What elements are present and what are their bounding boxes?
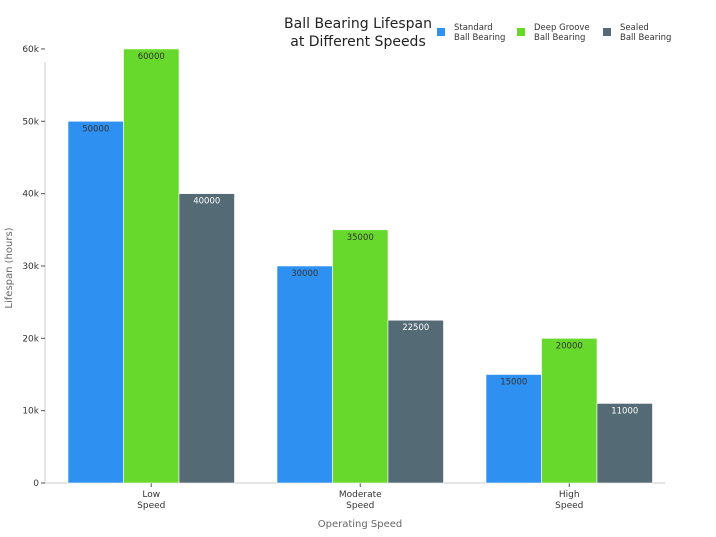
y-tick-label: 10k [22, 407, 39, 417]
bar [387, 319, 444, 484]
legend-label: Ball Bearing [454, 33, 505, 43]
x-tick-label: Speed [346, 501, 374, 511]
x-tick-label: Speed [137, 501, 165, 511]
bar-value-label: 15000 [500, 377, 527, 387]
bar [596, 403, 653, 484]
bars [67, 48, 653, 484]
bar-value-label: 35000 [347, 233, 374, 243]
bar [485, 374, 542, 484]
bar-value-label: 50000 [82, 124, 109, 134]
x-tick-label: Moderate [339, 490, 382, 500]
legend-label: Deep Groove [534, 23, 590, 33]
bar [541, 338, 598, 484]
x-tick-label: High [559, 490, 580, 500]
bar [178, 193, 235, 484]
legend-swatch [603, 28, 611, 36]
chart-title: Ball Bearing Lifespan at Different Speeds [284, 16, 432, 50]
chart-title-line: Ball Bearing Lifespan [284, 16, 432, 32]
chart-title-line: at Different Speeds [290, 34, 426, 50]
data-labels: 50000 60000 40000 30000 35000 22500 15000 20000… [82, 52, 638, 416]
y-tick-label: 30k [22, 262, 39, 272]
x-axis-title: Operating Speed [318, 519, 403, 530]
legend-label: Ball Bearing [534, 33, 585, 43]
y-axis-title: Lifespan (hours) [4, 227, 15, 308]
y-tick-label: 20k [22, 334, 39, 344]
bar-value-label: 40000 [193, 197, 220, 207]
y-tick-label: 0 [33, 479, 39, 489]
legend-label: Sealed [620, 23, 649, 33]
bar [276, 265, 333, 484]
y-tick-label: 60k [22, 45, 39, 55]
bar [123, 48, 180, 484]
y-tick-label: 40k [22, 190, 39, 200]
legend-swatch [437, 28, 445, 36]
bar-value-label: 60000 [138, 52, 165, 62]
y-tick-label: 50k [22, 117, 39, 127]
legend-swatch [517, 28, 525, 36]
x-tick-label: Low [142, 490, 160, 500]
legend-label: Ball Bearing [620, 33, 671, 43]
bar-value-label: 20000 [556, 341, 583, 351]
legend-label: Standard [454, 23, 493, 33]
bar [332, 229, 389, 484]
bar-value-label: 22500 [402, 323, 429, 333]
bar-value-label: 11000 [611, 406, 638, 416]
bar-value-label: 30000 [291, 269, 318, 279]
bar [67, 120, 124, 484]
axis-titles: Operating Speed Lifespan (hours) [4, 227, 402, 530]
x-tick-label: Speed [555, 501, 583, 511]
